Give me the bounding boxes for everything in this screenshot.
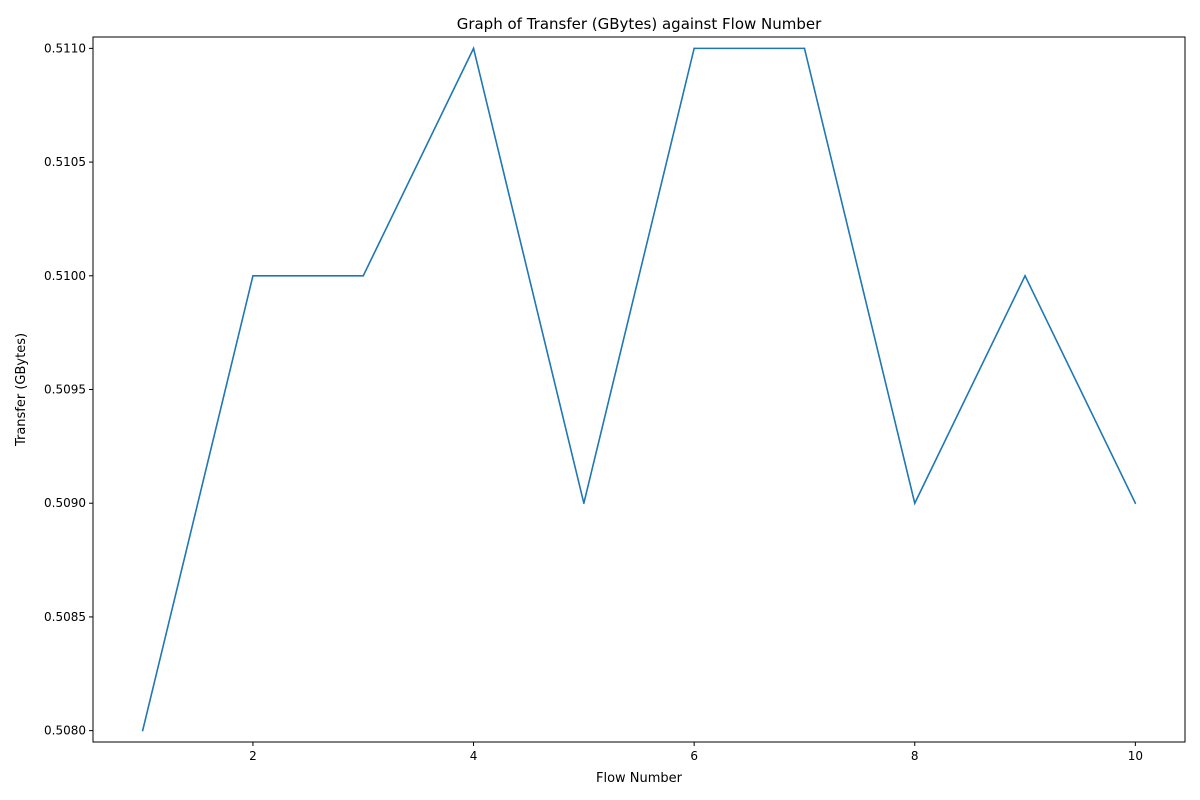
- data-point: [583, 502, 585, 505]
- chart-title: Graph of Transfer (GBytes) against Flow …: [457, 15, 822, 33]
- data-point: [1024, 274, 1026, 277]
- plot-area-frame: [92, 36, 1186, 743]
- x-tick-label: 6: [690, 749, 698, 763]
- plot-series: [141, 46, 1137, 732]
- x-tick-label: 10: [1128, 749, 1143, 763]
- x-axis-label: Flow Number: [596, 771, 683, 786]
- y-tick-label: 0.5080: [44, 724, 86, 738]
- data-point: [913, 502, 916, 505]
- y-tick-label: 0.5110: [44, 41, 86, 55]
- y-tick-label: 0.5105: [44, 155, 86, 169]
- x-axis-ticks: 2 4 6 8 10: [249, 742, 1143, 763]
- data-point: [693, 47, 695, 50]
- y-axis-label: Transfer (GBytes): [14, 333, 29, 447]
- data-point: [1134, 502, 1137, 505]
- x-tick-label: 2: [249, 749, 257, 763]
- y-tick-label: 0.5100: [44, 269, 86, 283]
- data-point: [803, 47, 806, 50]
- y-tick-label: 0.5085: [44, 610, 86, 624]
- y-tick-label: 0.5095: [44, 383, 86, 397]
- data-point: [362, 274, 365, 277]
- data-point: [141, 729, 144, 732]
- y-tick-label: 0.5090: [44, 496, 86, 510]
- x-tick-label: 8: [911, 749, 919, 763]
- y-axis-ticks: 0.5080 0.5085 0.5090 0.5095 0.5100 0.5105 0.51…: [44, 41, 93, 738]
- data-point: [472, 47, 475, 50]
- data-point: [252, 274, 254, 277]
- series-line: [141, 46, 1137, 731]
- x-tick-label: 4: [470, 749, 478, 763]
